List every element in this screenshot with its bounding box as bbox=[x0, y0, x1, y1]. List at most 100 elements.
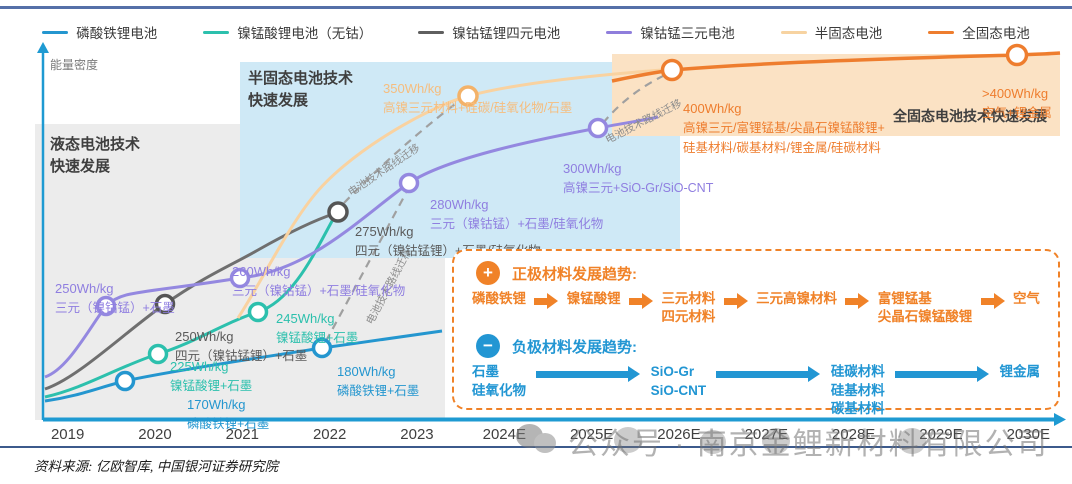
point-label-245: 245Wh/kg 镍锰酸锂+石墨 bbox=[276, 310, 359, 345]
watermark: 公众号 · 南京金鲤新材料有限公司 bbox=[516, 419, 1049, 463]
point-label-260: 260Wh/kg 三元（镍钴锰）+石墨/硅氧化物 bbox=[232, 263, 406, 298]
node-quad-275 bbox=[327, 201, 349, 223]
node-ternary-300 bbox=[587, 117, 609, 139]
cathode-trend-steps: 磷酸铁锂 镍锰酸锂 三元材料 四元材料 三元高镍材料 富锂锰基 尖晶石镍锰酸锂 … bbox=[468, 290, 1044, 326]
cathode-step: 空气 bbox=[1012, 291, 1040, 306]
line-semisolid bbox=[236, 68, 663, 319]
legend-swatch-solidstate bbox=[928, 30, 955, 34]
anode-trend-steps: 石墨 硅氧化物 SiO-Gr SiO-CNT 硅碳材料 硅基材料 碳基材料 锂金… bbox=[468, 363, 1044, 418]
anode-trend-title: 负极材料发展趋势: bbox=[512, 338, 637, 356]
cathode-trend-title-row: + 正极材料发展趋势: bbox=[468, 261, 1044, 285]
point-label-250-quad: 250Wh/kg 四元（镍钴锰锂）+石墨 bbox=[175, 328, 308, 363]
line-lfp bbox=[44, 329, 443, 403]
x-tick: 2023 bbox=[400, 426, 434, 443]
node-solid-400plus bbox=[1005, 43, 1029, 67]
x-tick: 2025E bbox=[569, 426, 614, 443]
point-label-180: 180Wh/kg 磷酸铁锂+石墨 bbox=[337, 363, 420, 398]
anode-step: 锂金属 bbox=[999, 364, 1040, 380]
node-quad-250 bbox=[154, 293, 176, 315]
watermark-bubble-icon bbox=[762, 428, 790, 454]
node-lfp-170 bbox=[114, 370, 136, 392]
node-lnmo-245 bbox=[247, 301, 269, 323]
legend-swatch-quaternary bbox=[418, 30, 445, 34]
x-tick: 2021 bbox=[225, 426, 259, 443]
arrow-right-icon bbox=[536, 366, 641, 383]
arrow-right-icon bbox=[534, 293, 559, 309]
arrow-right-icon bbox=[895, 366, 990, 383]
legend-label: 半固态电池 bbox=[814, 26, 883, 41]
arrow-right-icon bbox=[629, 293, 654, 309]
legend-swatch-lnmo bbox=[203, 30, 230, 34]
cathode-step: 镍锰酸锂 bbox=[566, 291, 621, 306]
cathode-step: 三元材料 四元材料 bbox=[661, 291, 716, 325]
x-tick: 2020 bbox=[138, 426, 172, 443]
line-lnmo bbox=[44, 213, 338, 399]
cathode-trend-title: 正极材料发展趋势: bbox=[512, 265, 637, 283]
legend-item-solidstate: 全固态电池 bbox=[928, 22, 1030, 42]
line-solidstate bbox=[611, 51, 1061, 83]
x-tick: 2029E bbox=[919, 426, 963, 443]
y-axis-label: 能量密度 bbox=[50, 58, 99, 72]
node-lnmo-225 bbox=[147, 343, 169, 365]
cathode-step: 三元高镍材料 bbox=[756, 291, 838, 306]
x-tick: 2027E bbox=[744, 426, 788, 443]
anode-step: SiO-Gr SiO-CNT bbox=[650, 364, 707, 398]
point-label-300: 300Wh/kg 高镍三元+SiO-Gr/SiO-CNT bbox=[563, 160, 714, 195]
source-note: 资料来源: 亿欧智库, 中国银河证券研究院 bbox=[34, 459, 279, 474]
watermark-bubble-icon bbox=[898, 428, 926, 454]
legend-swatch-lfp bbox=[42, 30, 69, 34]
wechat-icon bbox=[516, 424, 560, 458]
legend-swatch-ternary bbox=[606, 30, 633, 34]
plus-icon: + bbox=[476, 261, 500, 285]
node-ternary-250 bbox=[95, 295, 117, 317]
point-label-250-ternary: 250Wh/kg 三元（镍钴锰）+石墨 bbox=[55, 280, 175, 315]
x-axis-ticks: 2019 2020 2021 2022 2023 2024E 2025E 202… bbox=[24, 426, 1072, 443]
migration-dash-1 bbox=[343, 100, 460, 204]
region-title-liquid: 液态电池技术 快速发展 bbox=[50, 136, 141, 175]
y-axis-arrow-icon bbox=[37, 42, 49, 53]
x-tick: 2019 bbox=[50, 426, 85, 443]
point-label-400: 400Wh/kg 高镍三元/富锂锰基/尖晶石镍锰酸锂+ 硅基材料/碳基材料/锂金属… bbox=[683, 100, 885, 156]
watermark-bubble-icon bbox=[614, 427, 642, 453]
node-solid-400 bbox=[660, 58, 684, 82]
legend-swatch-semisolid bbox=[780, 30, 807, 34]
point-label-400plus: >400Wh/kg 空气+锂金属 bbox=[982, 85, 1052, 120]
arrow-right-icon bbox=[980, 293, 1005, 309]
anode-step: 石墨 硅氧化物 bbox=[472, 364, 526, 398]
cathode-step: 富锂锰基 尖晶石镍锰酸锂 bbox=[877, 291, 973, 325]
x-tick: 2022 bbox=[312, 426, 347, 443]
legend-item-quaternary: 镍钴锰锂四元电池 bbox=[418, 22, 560, 42]
anode-step: 硅碳材料 硅基材料 碳基材料 bbox=[830, 364, 885, 416]
legend: 磷酸铁锂电池 镍锰酸锂电池（无钴） 镍钴锰锂四元电池 镍钴锰三元电池 半固态电池… bbox=[0, 22, 1072, 42]
legend-label: 镍锰酸锂电池（无钴） bbox=[237, 26, 373, 41]
node-lfp-180 bbox=[311, 337, 333, 359]
legend-label: 镍钴锰锂四元电池 bbox=[452, 26, 561, 41]
x-tick: 2028E bbox=[831, 426, 876, 443]
point-label-280: 280Wh/kg 三元（镍钴锰）+石墨/硅氧化物 bbox=[430, 196, 604, 231]
point-label-170: 170Wh/kg 磷酸铁锂+石墨 bbox=[187, 396, 270, 431]
legend-item-lnmo: 镍锰酸锂电池（无钴） bbox=[203, 22, 372, 42]
x-tick: 2026E bbox=[657, 426, 701, 443]
material-trend-box: + 正极材料发展趋势: 磷酸铁锂 镍锰酸锂 三元材料 四元材料 三元高镍材料 富… bbox=[452, 249, 1060, 416]
anode-trend-title-row: − 负极材料发展趋势: bbox=[468, 334, 1044, 359]
node-ternary-280 bbox=[398, 172, 420, 194]
node-ternary-260 bbox=[229, 267, 251, 289]
region-title-semisolid: 半固态电池技术 快速发展 bbox=[248, 70, 354, 109]
x-axis-arrow-icon bbox=[1054, 413, 1066, 426]
point-label-225: 225Wh/kg 镍锰酸锂+石墨 bbox=[170, 358, 253, 393]
watermark-text: 公众号 · 南京金鲤新材料有限公司 bbox=[568, 428, 1049, 461]
arrow-right-icon bbox=[845, 293, 870, 309]
point-label-350: 350Wh/kg 高镍三元材料+硅碳/硅氧化物/石墨 bbox=[383, 80, 573, 115]
region-title-solidstate: 全固态电池技术快速发展 bbox=[893, 108, 1047, 124]
arrow-right-icon bbox=[723, 293, 748, 309]
x-tick: 2030E bbox=[1006, 426, 1050, 443]
legend-item-ternary: 镍钴锰三元电池 bbox=[606, 22, 735, 42]
minus-icon: − bbox=[476, 334, 500, 359]
x-tick: 2024E bbox=[482, 426, 526, 443]
legend-item-lfp: 磷酸铁锂电池 bbox=[42, 22, 157, 42]
legend-label: 磷酸铁锂电池 bbox=[76, 26, 158, 41]
legend-item-semisolid: 半固态电池 bbox=[780, 22, 883, 42]
cathode-step: 磷酸铁锂 bbox=[472, 291, 526, 306]
